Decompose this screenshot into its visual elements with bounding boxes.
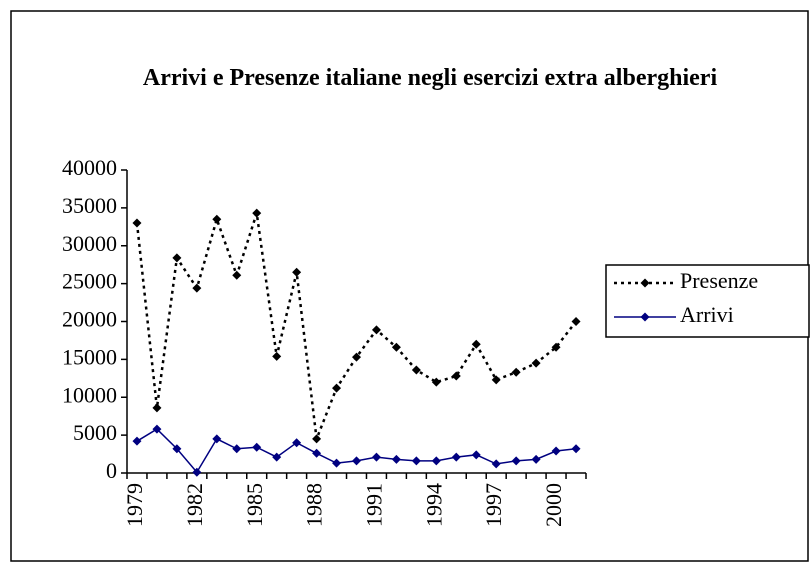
data-point (312, 448, 322, 458)
data-point (352, 352, 361, 362)
y-tick-label: 10000 (62, 382, 117, 407)
data-point (352, 456, 361, 466)
chart-title: Arrivi e Presenze italiane negli eserciz… (142, 65, 718, 91)
y-tick-label: 15000 (62, 344, 117, 369)
data-point (132, 436, 142, 446)
data-point (511, 367, 521, 377)
data-point (332, 458, 342, 468)
data-point (571, 444, 581, 454)
data-point (232, 444, 242, 454)
x-tick-label: 1982 (182, 483, 207, 527)
y-tick-label: 5000 (73, 420, 117, 445)
data-point (371, 452, 381, 462)
y-tick-label: 30000 (62, 231, 117, 256)
data-point (471, 450, 481, 460)
legend-label: Presenze (680, 268, 758, 293)
legend-marker (640, 312, 650, 322)
y-tick-label: 40000 (62, 155, 117, 180)
data-point (272, 452, 282, 462)
data-point (192, 283, 202, 293)
data-point (491, 375, 501, 385)
x-tick-label: 1988 (302, 483, 327, 527)
data-point (212, 434, 222, 444)
data-point (292, 267, 302, 277)
data-point (431, 456, 441, 466)
data-point (252, 208, 262, 218)
x-tick-label: 1994 (421, 483, 446, 527)
data-point (132, 218, 142, 228)
data-point (551, 342, 561, 352)
data-point (371, 325, 381, 335)
data-point (431, 377, 441, 387)
data-point (312, 434, 322, 444)
data-point (192, 467, 202, 477)
x-tick-label: 1997 (481, 483, 506, 527)
data-point (172, 444, 182, 454)
data-point (292, 438, 302, 448)
data-point (491, 459, 501, 469)
data-point (391, 342, 401, 352)
data-point (152, 403, 162, 413)
data-point (471, 339, 481, 349)
legend-marker (640, 278, 650, 288)
y-tick-label: 25000 (62, 269, 117, 294)
data-point (411, 456, 421, 466)
data-point (212, 214, 222, 224)
data-point (451, 452, 461, 462)
data-point (451, 371, 461, 381)
y-tick-label: 35000 (62, 193, 117, 218)
x-tick-label: 1979 (122, 483, 147, 527)
y-tick-label: 20000 (62, 307, 117, 332)
data-point (332, 383, 342, 393)
x-tick-label: 2000 (541, 483, 566, 527)
data-point (391, 454, 401, 464)
data-point (511, 456, 521, 466)
series-line (136, 428, 577, 474)
data-point (272, 351, 282, 361)
legend-box (605, 264, 810, 338)
data-point (531, 358, 541, 368)
data-point (252, 442, 262, 452)
legend-label: Arrivi (680, 302, 734, 327)
y-tick-label: 0 (106, 458, 117, 483)
data-point (551, 446, 561, 456)
data-point (531, 454, 541, 464)
data-point (411, 365, 421, 375)
data-point (172, 253, 182, 263)
data-point (152, 424, 162, 434)
data-point (571, 317, 581, 326)
data-point (232, 270, 242, 280)
x-tick-label: 1991 (362, 483, 387, 527)
x-tick-label: 1985 (242, 483, 267, 527)
series-line (135, 212, 578, 440)
